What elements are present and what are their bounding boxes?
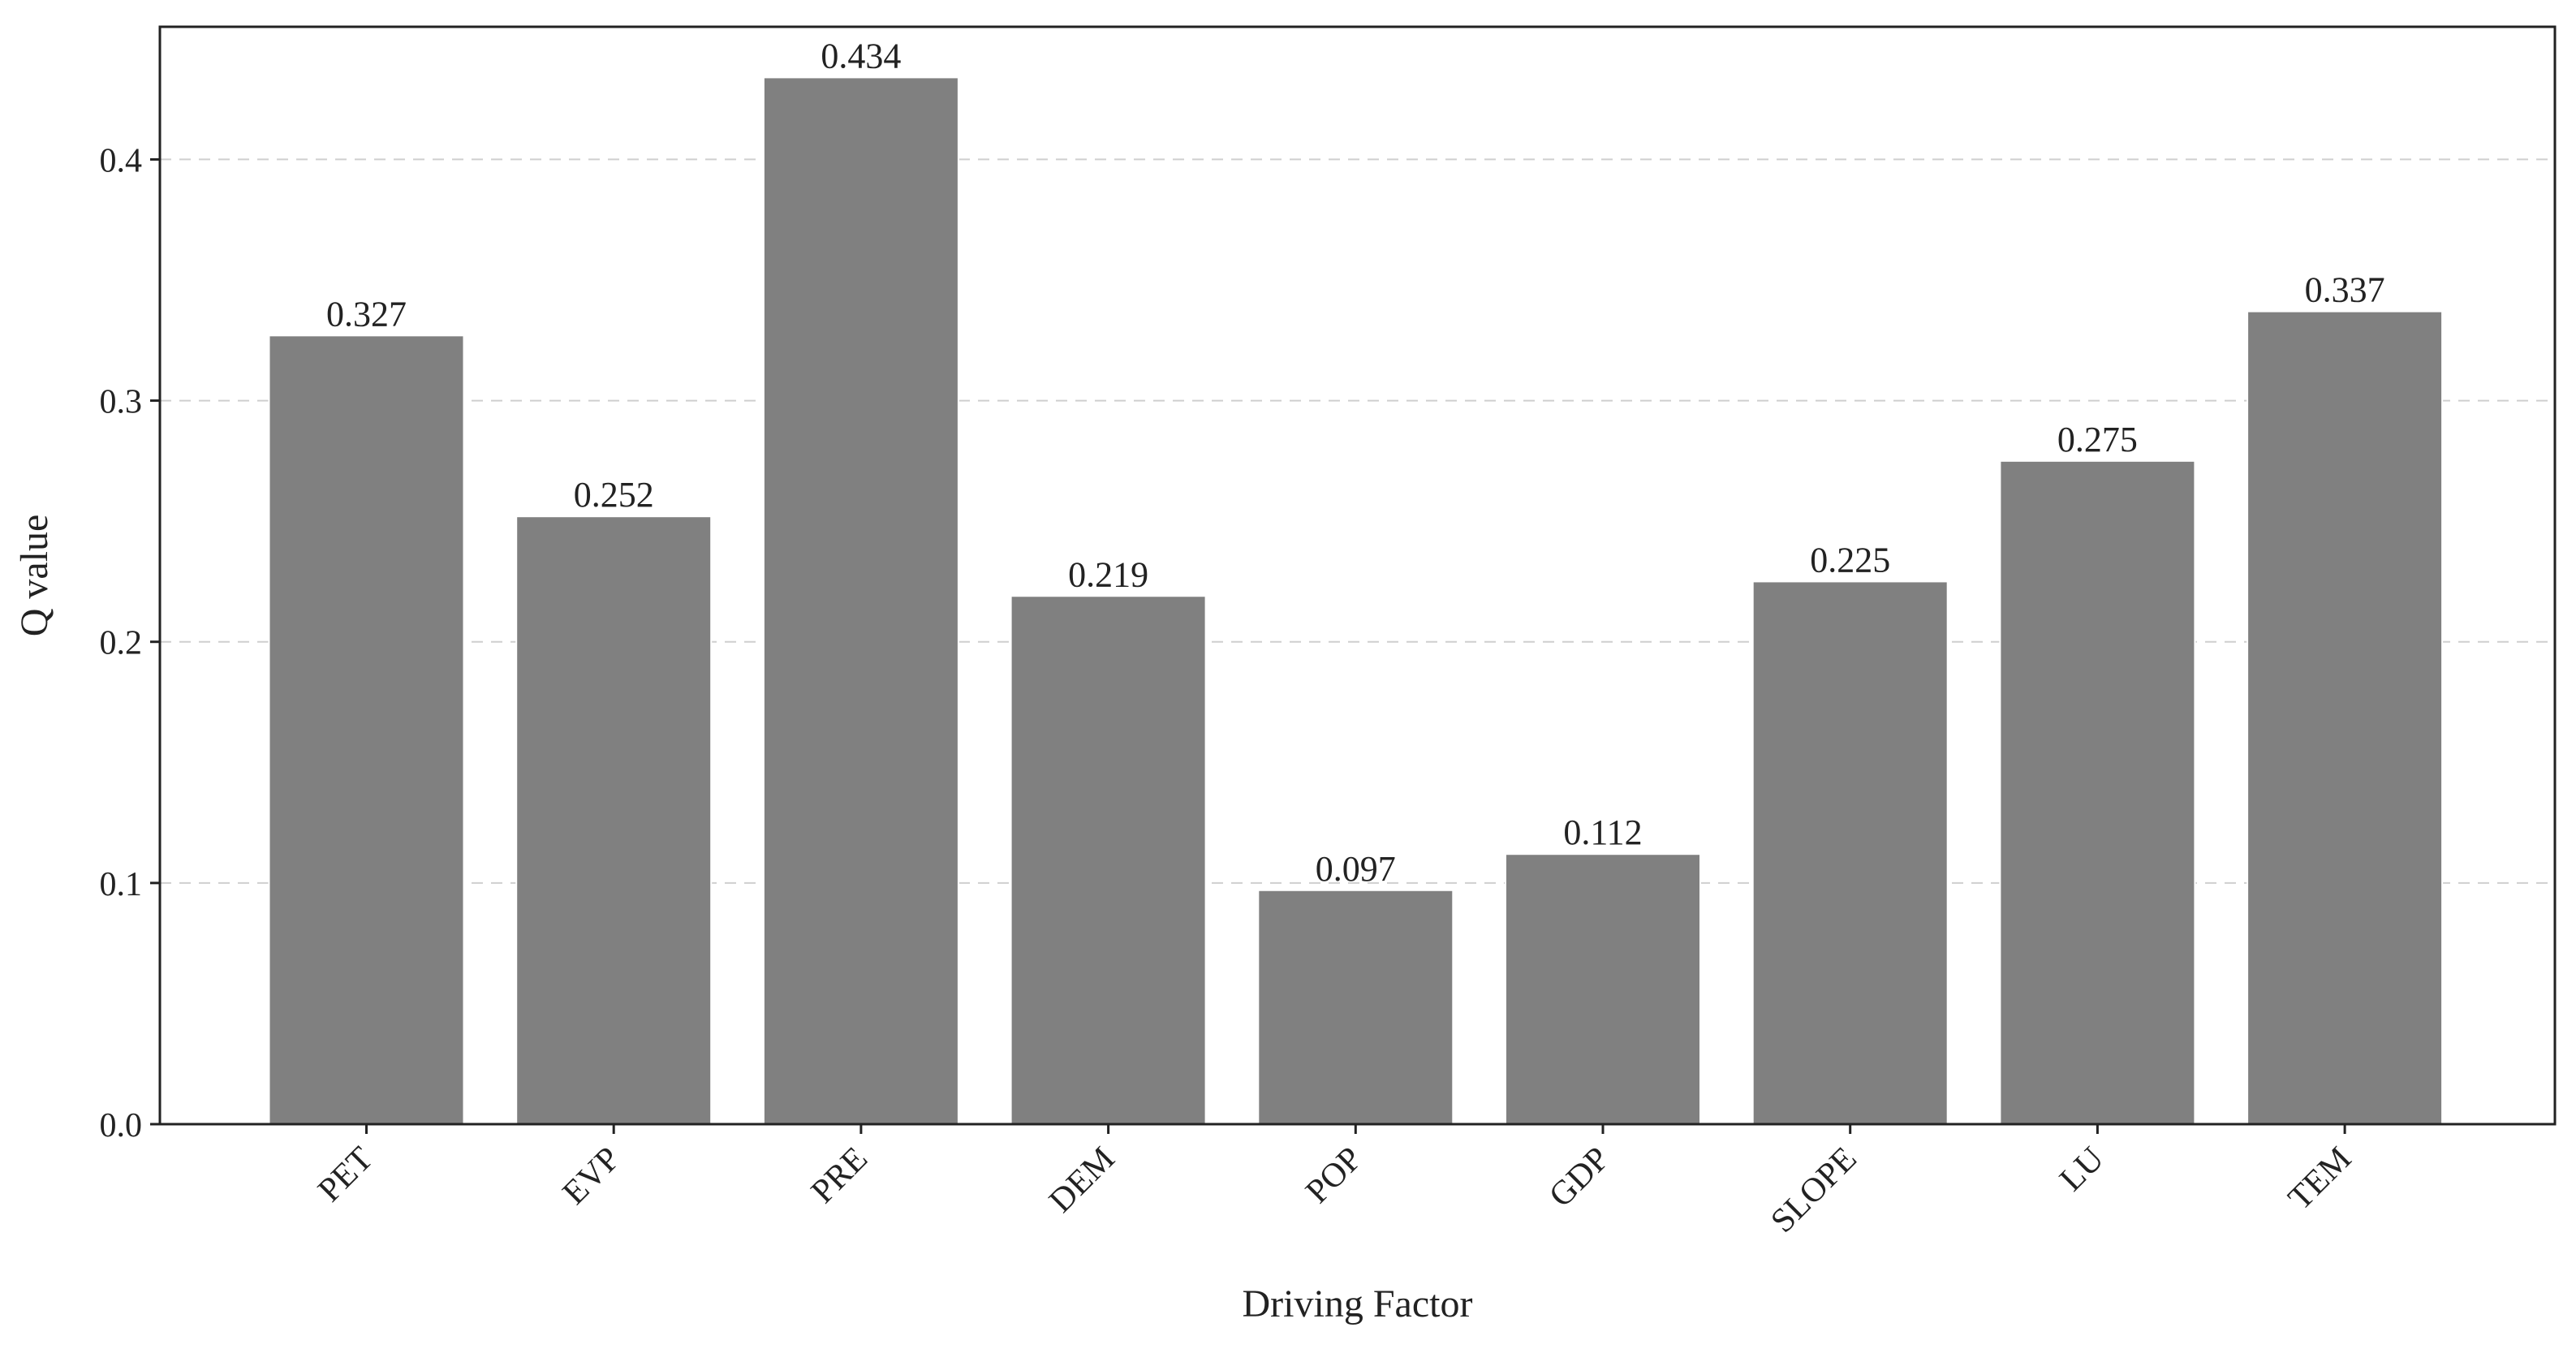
bar-pop <box>1257 889 1454 1126</box>
bar-value-label: 0.275 <box>2057 420 2138 459</box>
bar-slope <box>1751 580 1949 1125</box>
x-tick-label: TEM <box>2281 1140 2358 1218</box>
bar-value-label: 0.112 <box>1563 812 1642 852</box>
x-tick-label: SLOPE <box>1764 1140 1863 1240</box>
bar-value-label: 0.219 <box>1068 554 1148 594</box>
x-axis-title: Driving Factor <box>1243 1282 1473 1325</box>
y-axis-title: Q value <box>13 515 56 637</box>
bar-pre <box>762 76 959 1125</box>
bar-value-label: 0.225 <box>1810 540 1890 580</box>
y-tick-label: 0.4 <box>100 142 143 179</box>
bar-value-label: 0.252 <box>574 475 654 515</box>
bar-evp <box>515 515 713 1125</box>
y-tick-label: 0.1 <box>100 866 143 903</box>
plot-frame <box>158 25 2557 1126</box>
x-tick-label: GDP <box>1542 1140 1617 1215</box>
bar-value-labels: 0.327 0.252 0.434 0.219 0.097 0.112 0.225 0.275… <box>326 36 2385 888</box>
bar-value-label: 0.337 <box>2305 270 2385 310</box>
bar-dem <box>1010 595 1207 1125</box>
bar-tem <box>2246 310 2444 1125</box>
x-tick-label: PET <box>311 1140 380 1209</box>
bar-lu <box>1999 459 2196 1125</box>
bar-value-label: 0.327 <box>326 294 407 334</box>
y-axis-ticks: 0.0 0.1 0.2 0.3 0.4 <box>100 142 160 1144</box>
x-axis-ticks: PET EVP PRE DEM POP GDP SLOPE LU TEM <box>311 1124 2358 1240</box>
bar-gdp <box>1505 853 1701 1125</box>
x-tick-label: POP <box>1299 1140 1369 1211</box>
y-tick-label: 0.3 <box>100 384 143 421</box>
bar-value-label: 0.097 <box>1316 849 1396 889</box>
x-tick-label: LU <box>2053 1140 2111 1199</box>
bar-pet <box>268 334 465 1126</box>
bars <box>268 76 2444 1126</box>
x-tick-label: PRE <box>804 1140 875 1211</box>
bar-value-label: 0.434 <box>821 36 901 75</box>
y-tick-label: 0.2 <box>100 625 143 662</box>
x-tick-label: EVP <box>556 1140 628 1213</box>
x-tick-label: DEM <box>1042 1140 1122 1221</box>
y-tick-label: 0.0 <box>100 1107 143 1144</box>
